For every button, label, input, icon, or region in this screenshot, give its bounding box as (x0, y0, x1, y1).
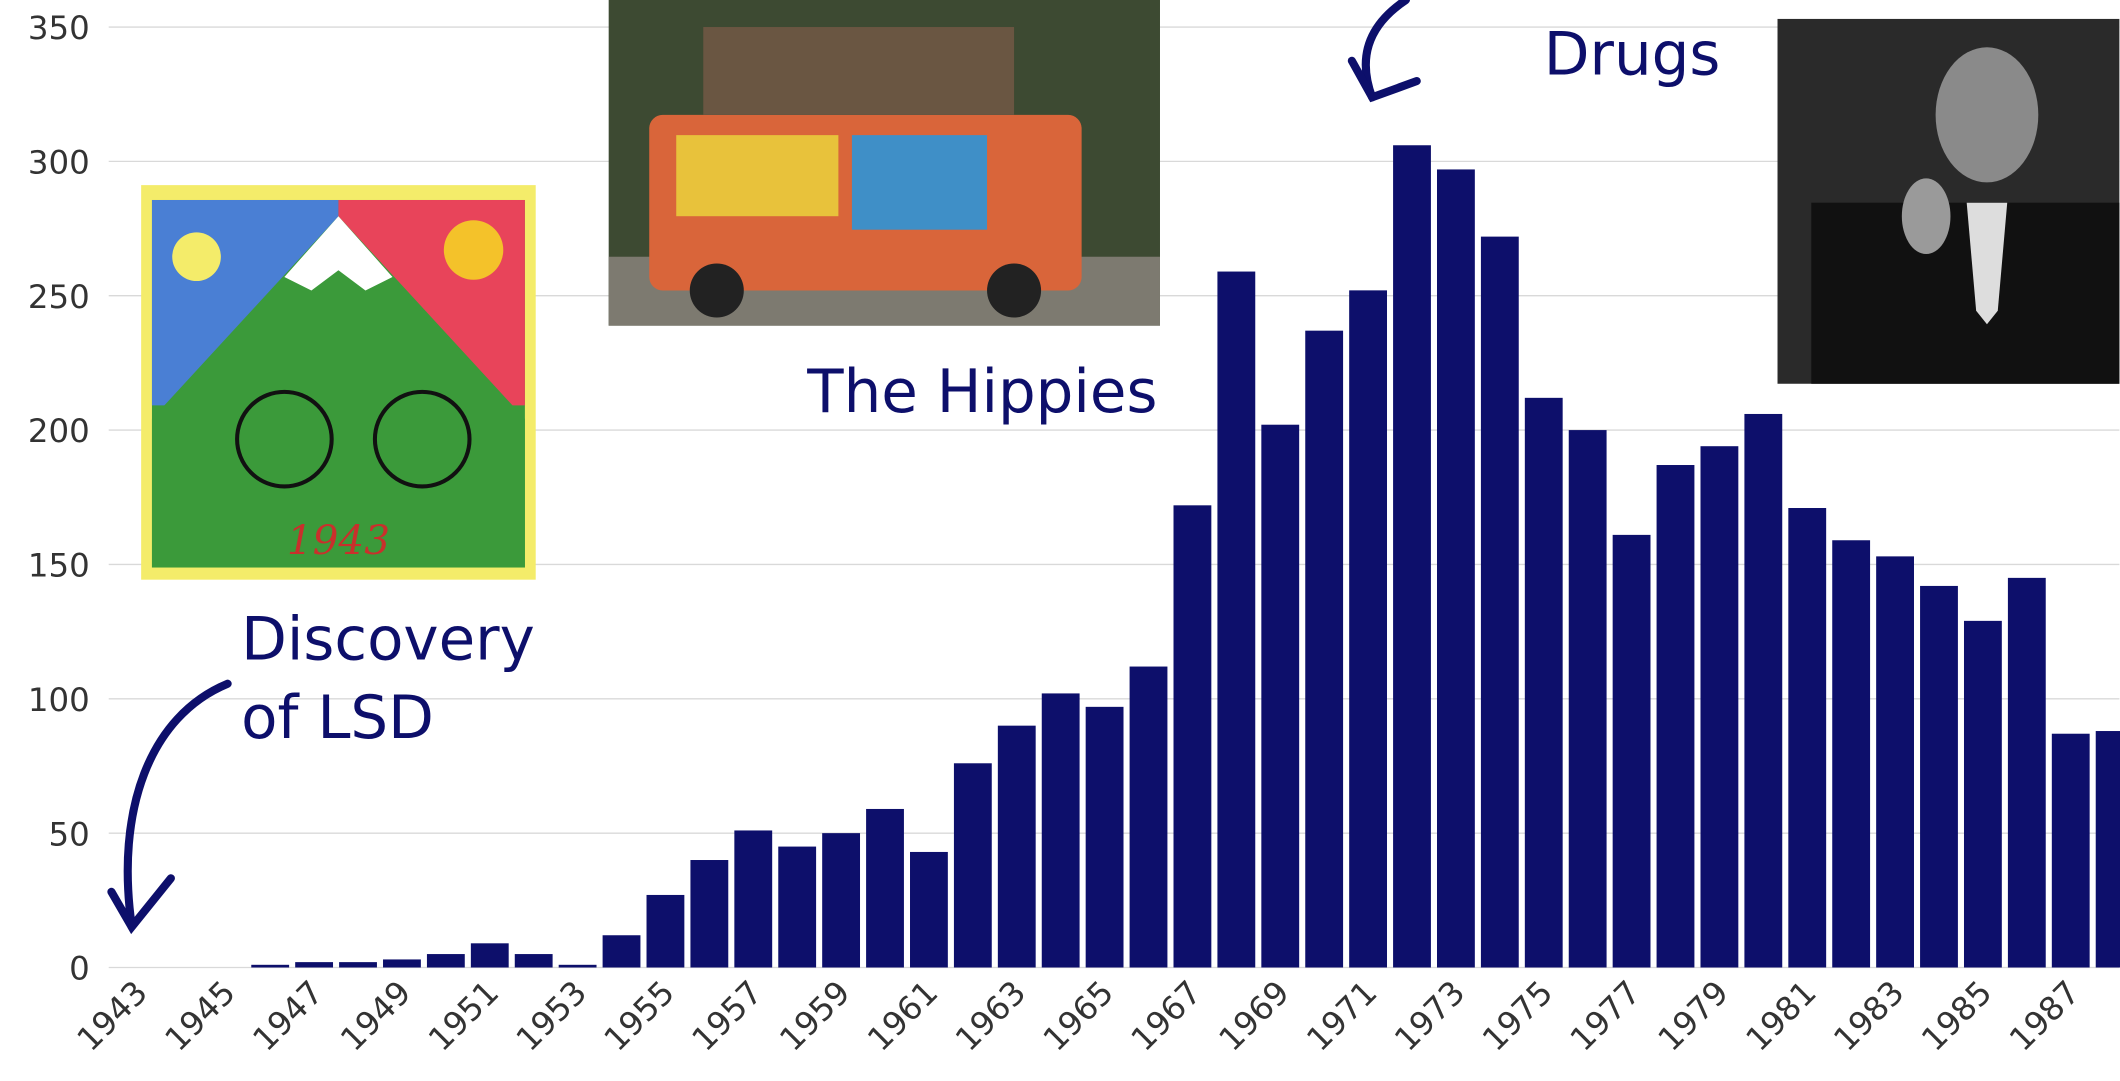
x-tick-label: 1945 (158, 973, 243, 1058)
x-tick-label: 1971 (1299, 973, 1384, 1058)
x-tick-label: 1979 (1651, 973, 1736, 1058)
bar (997, 725, 1036, 968)
bar (1041, 693, 1080, 968)
bar (1261, 424, 1300, 968)
x-tick-label: 1955 (597, 973, 682, 1058)
bar (2007, 577, 2046, 968)
bar (1305, 330, 1344, 968)
x-tick-label: 1987 (2002, 973, 2087, 1058)
bar (1524, 397, 1563, 968)
y-tick-label: 50 (49, 815, 90, 853)
bar (426, 954, 465, 968)
bar (558, 964, 597, 968)
y-tick-label: 300 (28, 144, 90, 182)
bar (822, 833, 861, 968)
bar (295, 962, 334, 968)
y-tick-label: 200 (28, 412, 90, 450)
bar (339, 962, 377, 968)
bar (1656, 465, 1695, 968)
bar (866, 808, 904, 968)
bar (1876, 556, 1914, 968)
x-tick-label: 1975 (1475, 973, 1560, 1058)
bar (2095, 731, 2120, 968)
x-tick-label: 1977 (1563, 973, 1648, 1058)
x-tick-label: 1957 (685, 973, 770, 1058)
bar (602, 935, 641, 968)
x-tick-label: 1973 (1387, 973, 1472, 1058)
nixon-photo (1777, 18, 2120, 384)
bar (734, 830, 773, 968)
bar (1832, 540, 1871, 968)
bar (1480, 236, 1519, 968)
x-tick-label: 1981 (1738, 973, 1823, 1058)
bar (514, 954, 553, 968)
bar (778, 846, 817, 968)
lsd-blotter-image: 1943 (141, 185, 536, 580)
arrows (107, 0, 1421, 935)
bar (1744, 413, 1783, 968)
y-tick-label: 350 (28, 9, 90, 47)
x-tick-label: 1949 (333, 973, 418, 1058)
bar (690, 860, 729, 968)
bar (1436, 169, 1475, 968)
annotation: The Hippies (806, 358, 1157, 427)
x-tick-label: 1965 (1036, 973, 1121, 1058)
hippie-bus-image (608, 0, 1160, 326)
bar (1349, 290, 1388, 968)
x-tick-label: 1967 (1124, 973, 1209, 1058)
annotation: of LSD (241, 684, 434, 753)
bar (1700, 446, 1739, 968)
y-tick-label: 0 (69, 950, 90, 988)
bar (1129, 666, 1168, 968)
bar (251, 964, 290, 968)
bars (251, 145, 2120, 968)
bar (1085, 706, 1124, 968)
y-tick-label: 250 (28, 278, 90, 316)
bar (1788, 508, 1827, 968)
bar (1217, 271, 1256, 968)
x-tick-label: 1959 (772, 973, 857, 1058)
bar (953, 763, 992, 968)
bar (910, 851, 948, 968)
bar (1173, 505, 1212, 968)
x-tick-label: 1947 (245, 973, 330, 1058)
y-tick-label: 100 (28, 681, 90, 719)
bar (470, 943, 509, 968)
bar (1920, 585, 1958, 968)
bar (1612, 534, 1651, 968)
x-tick-label: 1953 (509, 973, 594, 1058)
x-tick-label: 1969 (1212, 973, 1297, 1058)
x-tick-label: 1983 (1826, 973, 1911, 1058)
bar (1393, 145, 1431, 968)
bar (2051, 733, 2090, 968)
x-tick-label: 1951 (421, 973, 506, 1058)
svg-text:1943: 1943 (287, 516, 390, 564)
y-tick-label: 150 (28, 547, 90, 585)
bar (646, 894, 685, 968)
x-tick-label: 1963 (948, 973, 1033, 1058)
bar (383, 959, 421, 968)
annotation: Drugs (1544, 20, 1721, 89)
x-tick-label: 1961 (860, 973, 945, 1058)
annotation: Discovery (241, 605, 535, 674)
bar (1963, 620, 2002, 968)
x-tick-label: 1985 (1914, 973, 1999, 1058)
bar (1568, 430, 1607, 968)
